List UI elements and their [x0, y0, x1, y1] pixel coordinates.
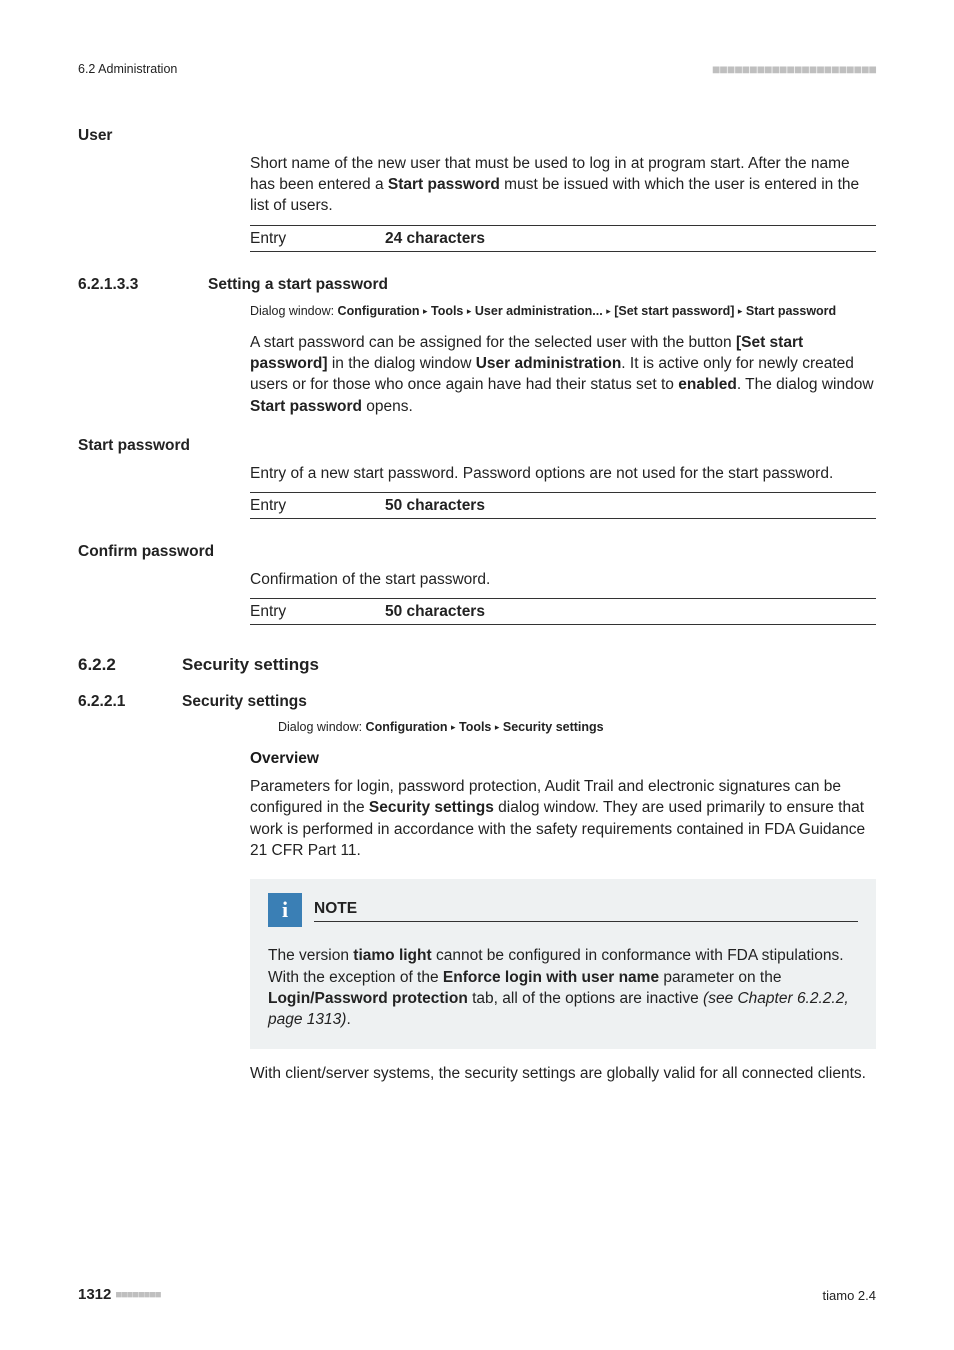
section-621333-dialog-path: Dialog window: Configuration ▸ Tools ▸ U… [250, 302, 876, 320]
chevron-right-icon: ▸ [451, 722, 456, 732]
page-header: 6.2 Administration ■■■■■■■■■■■■■■■■■■■■■… [78, 60, 876, 79]
note-text: . [346, 1011, 350, 1028]
dialog-path-part: User administration... [475, 304, 603, 318]
user-entry-row: Entry 24 characters [250, 225, 876, 252]
page-footer: 1312 ■■■■■■■■ tiamo 2.4 [78, 1285, 876, 1306]
footer-decoration-dots: ■■■■■■■■ [115, 1288, 160, 1303]
confirm-password-entry-value: 50 characters [385, 601, 485, 622]
start-password-entry-label: Entry [250, 495, 385, 516]
note-title: NOTE [314, 898, 858, 922]
chevron-right-icon: ▸ [738, 306, 743, 316]
dialog-path-part: Tools [431, 304, 463, 318]
para-text: A start password can be assigned for the… [250, 334, 736, 351]
dialog-path-part: Security settings [503, 720, 604, 734]
start-password-heading: Start password [78, 435, 876, 456]
para-text: opens. [362, 398, 413, 415]
para-text: in the dialog window [328, 355, 476, 372]
note-text: tab, all of the options are inactive [468, 990, 703, 1007]
section-621333-number: 6.2.1.3.3 [78, 274, 208, 295]
user-heading: User [78, 125, 876, 146]
section-6221-title: Security settings [182, 691, 307, 712]
info-icon: i [268, 893, 302, 927]
note-bold: Login/Password protection [268, 990, 468, 1007]
after-note-paragraph: With client/server systems, the security… [250, 1063, 876, 1084]
confirm-password-entry-row: Entry 50 characters [250, 598, 876, 625]
user-entry-value: 24 characters [385, 228, 485, 249]
overview-heading: Overview [250, 748, 876, 769]
dialog-path-prefix: Dialog window: [278, 720, 366, 734]
note-text: The version [268, 947, 353, 964]
note-bold: tiamo light [353, 947, 431, 964]
dialog-path-part: Tools [459, 720, 491, 734]
dialog-path-part: [Set start password] [614, 304, 734, 318]
page-number: 1312 [78, 1285, 111, 1306]
section-621333-title: Setting a start password [208, 274, 388, 295]
dialog-path-part: Configuration [338, 304, 420, 318]
chevron-right-icon: ▸ [467, 306, 472, 316]
start-password-entry-row: Entry 50 characters [250, 492, 876, 519]
para-bold: Security settings [369, 799, 494, 816]
note-header: i NOTE [268, 893, 858, 927]
start-password-paragraph: Entry of a new start password. Password … [250, 463, 876, 484]
note-box: i NOTE The version tiamo light cannot be… [250, 879, 876, 1049]
note-body: The version tiamo light cannot be config… [268, 945, 858, 1031]
para-bold: Start password [250, 398, 362, 415]
dialog-path-part: Configuration [366, 720, 448, 734]
user-description: Short name of the new user that must be … [250, 153, 876, 217]
confirm-password-heading: Confirm password [78, 541, 876, 562]
chevron-right-icon: ▸ [423, 306, 428, 316]
section-6221-number: 6.2.2.1 [78, 691, 182, 712]
para-bold: User administration [476, 355, 622, 372]
section-6221-heading: 6.2.2.1 Security settings [78, 691, 876, 712]
header-section-label: 6.2 Administration [78, 61, 177, 78]
confirm-password-paragraph: Confirmation of the start password. [250, 569, 876, 590]
section-621333-paragraph: A start password can be assigned for the… [250, 332, 876, 418]
chevron-right-icon: ▸ [606, 306, 611, 316]
confirm-password-entry-label: Entry [250, 601, 385, 622]
section-622-heading: 6.2.2 Security settings [78, 653, 876, 676]
note-bold: Enforce login with user name [443, 969, 659, 986]
para-bold: enabled [678, 376, 737, 393]
dialog-path-part: Start password [746, 304, 836, 318]
user-entry-label: Entry [250, 228, 385, 249]
section-622-title: Security settings [182, 653, 319, 676]
footer-left: 1312 ■■■■■■■■ [78, 1285, 161, 1306]
section-621333-heading: 6.2.1.3.3 Setting a start password [78, 274, 876, 295]
user-para-bold: Start password [388, 176, 500, 193]
dialog-path-prefix: Dialog window: [250, 304, 338, 318]
footer-product-label: tiamo 2.4 [823, 1287, 876, 1305]
note-text: parameter on the [659, 969, 781, 986]
section-622-number: 6.2.2 [78, 653, 182, 676]
header-decoration-dots: ■■■■■■■■■■■■■■■■■■■■■■ [712, 60, 876, 79]
section-6221-dialog-path: Dialog window: Configuration ▸ Tools ▸ S… [278, 718, 876, 736]
chevron-right-icon: ▸ [495, 722, 500, 732]
para-text: . The dialog window [737, 376, 874, 393]
section-6221-paragraph: Parameters for login, password protectio… [250, 776, 876, 862]
start-password-entry-value: 50 characters [385, 495, 485, 516]
